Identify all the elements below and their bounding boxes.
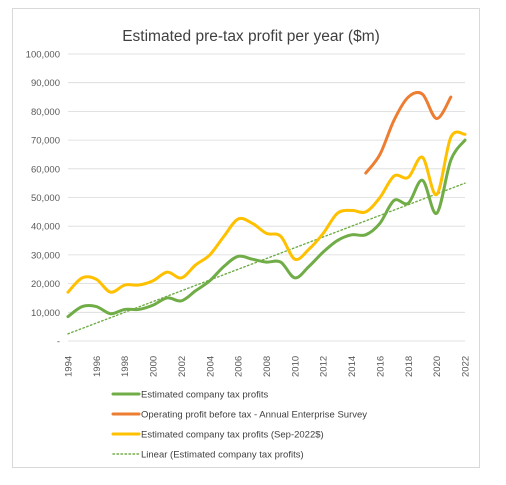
- x-tick-label: 2000: [149, 356, 160, 377]
- x-tick-label: 1996: [92, 356, 103, 377]
- y-tick-label: 50,000: [31, 193, 60, 204]
- y-tick-label: 90,000: [31, 78, 60, 89]
- y-tick-label: 20,000: [31, 279, 60, 290]
- x-tick-label: 2018: [404, 356, 415, 377]
- line-chart: Estimated pre-tax profit per year ($m) -…: [26, 28, 472, 461]
- x-tick-label: 2016: [375, 356, 386, 377]
- legend-entry: Linear (Estimated company tax profits): [141, 450, 304, 461]
- chart-title: Estimated pre-tax profit per year ($m): [122, 28, 380, 45]
- x-axis-tick-labels: 1994 1996 1998 2000 2002 2004 2006 2008 2010 2012…: [64, 356, 472, 377]
- y-tick-label: 100,000: [26, 50, 60, 61]
- gridlines: [68, 53, 465, 342]
- legend-entry: Estimated company tax profits (Sep-2022$…: [141, 430, 324, 441]
- x-tick-label: 2022: [461, 356, 472, 377]
- legend: Estimated company tax profits Operating p…: [111, 390, 367, 461]
- y-tick-label: 60,000: [31, 164, 60, 175]
- series-lines: [66, 90, 467, 335]
- series-line-operating-profit-before-tax: [364, 90, 453, 175]
- x-tick-label: 1998: [120, 356, 131, 377]
- y-tick-label: 80,000: [31, 107, 60, 118]
- y-tick-label: 70,000: [31, 136, 60, 147]
- chart-area: Estimated pre-tax profit per year ($m) -…: [12, 8, 480, 468]
- x-tick-label: 2012: [319, 356, 330, 377]
- x-tick-label: 2014: [347, 356, 358, 377]
- series-line-estimated-company-tax-profits-sep-2022: [66, 130, 467, 294]
- legend-entry: Estimated company tax profits: [141, 390, 268, 401]
- y-tick-label: 30,000: [31, 250, 60, 261]
- x-tick-label: 1994: [64, 356, 75, 377]
- y-tick-label: 10,000: [31, 308, 60, 319]
- y-tick-label: -: [57, 337, 60, 348]
- x-tick-label: 2002: [177, 356, 188, 377]
- legend-entry: Operating profit before tax - Annual Ent…: [141, 410, 367, 421]
- x-tick-label: 2010: [290, 356, 301, 377]
- x-tick-label: 2004: [205, 356, 216, 377]
- x-tick-label: 2006: [234, 356, 245, 377]
- series-line-estimated-company-tax-profits: [66, 138, 467, 319]
- trendline-linear: [67, 182, 466, 335]
- y-tick-label: 40,000: [31, 222, 60, 233]
- y-axis-tick-labels: - 10,000 20,000 30,000 40,000 50,000 60,000 70,…: [26, 50, 60, 348]
- x-tick-label: 2008: [262, 356, 273, 377]
- x-tick-label: 2020: [432, 356, 443, 377]
